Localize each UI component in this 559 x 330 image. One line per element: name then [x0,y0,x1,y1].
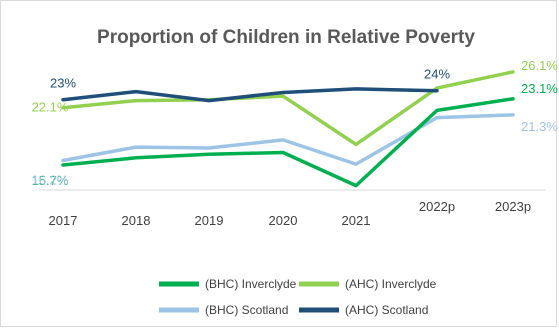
legend: (BHC) Inverclyde (AHC) Inverclyde (BHC) Sc… [159,277,437,317]
legend-label-bhc-scotland: (BHC) Scotland [205,303,288,317]
series-line-bhc-scotland [61,113,515,166]
x-tick-label-2019: 2019 [195,213,224,228]
series-line-ahc-scotland [61,87,439,103]
data-label-ahc-scotland-2022p: 24% [424,67,450,82]
chart-title: Proportion of Children in Relative Pover… [97,27,475,48]
series-line-ahc-inverclyde [61,70,515,147]
legend-label-bhc-inverclyde: (BHC) Inverclyde [205,277,297,291]
x-tick-label-2020: 2020 [269,213,298,228]
x-tick-label-2022p: 2022p [419,199,455,214]
data-label-ahc-inverclyde-2017: 22.1% [32,100,69,115]
series-line-bhc-inverclyde [61,97,515,188]
x-tick-label-2021: 2021 [342,213,371,228]
data-label-bhc-scotland-2023p: 21.3% [521,119,558,134]
series-layer [61,70,515,188]
data-label-ahc-scotland-2017: 23% [50,76,76,91]
data-labels: 15.7% 23.1% 22.1% 26.1% 16.2% 21.3% 23% 24% [32,58,559,188]
legend-label-ahc-scotland: (AHC) Scotland [345,303,428,317]
x-tick-label-2018: 2018 [122,213,151,228]
data-label-bhc-inverclyde-2017: 15.7% [32,173,69,188]
legend-label-ahc-inverclyde: (AHC) Inverclyde [345,277,437,291]
data-label-ahc-inverclyde-2023p: 26.1% [521,58,558,73]
data-label-bhc-scotland-2017: 16.2% [32,173,69,188]
x-tick-label-2017: 2017 [49,213,78,228]
x-axis-ticks: 2017 2018 2019 2020 2021 2022p 2023p [49,199,532,228]
x-tick-label-2023p: 2023p [495,199,531,214]
data-label-bhc-inverclyde-2023p: 23.1% [521,81,558,96]
